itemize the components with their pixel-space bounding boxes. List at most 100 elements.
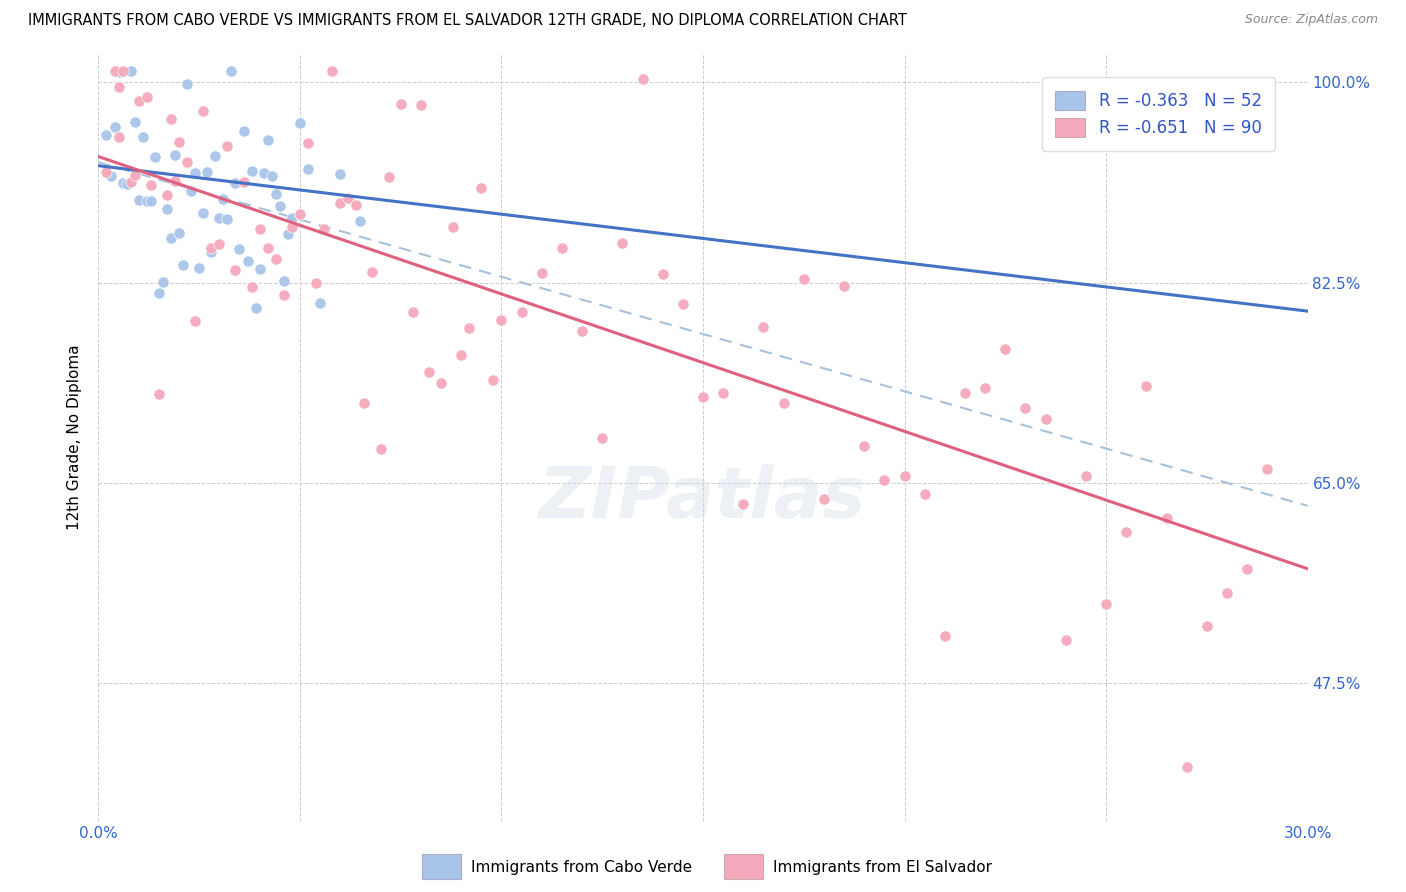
Point (1195, 619, 1218, 633)
Point (172, 258, 194, 272)
Point (160, 231, 183, 245)
Point (103, 63, 125, 78)
Point (329, 168, 352, 182)
Point (692, 390, 714, 404)
Point (260, 169, 283, 183)
Point (107, 130, 129, 145)
Point (124, 115, 146, 129)
Legend: R = -0.363   N = 52, R = -0.651   N = 90: R = -0.363 N = 52, R = -0.651 N = 90 (1042, 78, 1275, 151)
Point (256, 242, 278, 256)
Point (128, 193, 150, 207)
Point (143, 150, 166, 164)
Point (217, 139, 239, 153)
Text: IMMIGRANTS FROM CABO VERDE VS IMMIGRANTS FROM EL SALVADOR 12TH GRADE, NO DIPLOMA: IMMIGRANTS FROM CABO VERDE VS IMMIGRANTS… (28, 13, 907, 29)
Point (402, 305, 425, 319)
Point (482, 374, 505, 388)
Point (148, 387, 170, 401)
Point (163, 173, 186, 187)
Point (277, 227, 299, 241)
Point (853, 439, 876, 453)
Point (793, 272, 815, 286)
Point (193, 205, 215, 219)
Point (1156, 510, 1178, 524)
Point (1014, 401, 1036, 415)
Point (321, 63, 343, 78)
Point (329, 196, 352, 211)
Point (273, 274, 295, 288)
Point (1054, 633, 1077, 648)
Point (256, 132, 278, 146)
Point (96, 165, 118, 179)
Point (1135, 379, 1157, 393)
Point (163, 148, 186, 162)
Point (132, 129, 155, 144)
Point (139, 194, 162, 209)
Point (232, 175, 254, 189)
Point (288, 207, 311, 221)
Point (711, 385, 734, 400)
Point (370, 442, 392, 456)
Point (305, 277, 328, 291)
Point (510, 304, 533, 318)
Point (974, 381, 997, 395)
Point (273, 287, 295, 301)
Point (245, 301, 267, 315)
Point (193, 104, 215, 119)
Point (135, 90, 157, 104)
Point (232, 124, 254, 138)
Point (491, 313, 513, 327)
Point (281, 219, 304, 234)
Text: Immigrants from El Salvador: Immigrants from El Salvador (773, 861, 993, 875)
Point (167, 135, 190, 149)
Point (591, 431, 613, 445)
Point (96, 128, 118, 143)
Point (953, 386, 976, 401)
Point (107, 65, 129, 79)
Point (1236, 562, 1258, 576)
Point (111, 63, 134, 78)
Point (458, 321, 481, 335)
Point (188, 260, 211, 275)
Point (914, 487, 936, 501)
Point (1175, 760, 1198, 774)
Point (418, 365, 440, 379)
Y-axis label: 12th Grade, No Diploma: 12th Grade, No Diploma (67, 344, 83, 530)
Point (124, 168, 146, 182)
Point (103, 120, 125, 134)
Point (631, 71, 654, 86)
Point (297, 136, 319, 151)
Point (994, 342, 1017, 356)
Text: Immigrants from Cabo Verde: Immigrants from Cabo Verde (471, 861, 692, 875)
Point (115, 177, 138, 191)
Point (1115, 525, 1137, 540)
Point (264, 252, 287, 267)
Point (217, 212, 239, 227)
Point (156, 202, 179, 217)
Point (156, 188, 179, 202)
Point (450, 348, 472, 362)
Point (249, 221, 271, 235)
Point (269, 200, 291, 214)
Point (1256, 462, 1278, 476)
Point (120, 63, 142, 78)
Point (377, 169, 399, 184)
Point (200, 241, 222, 255)
Point (167, 226, 190, 240)
Point (612, 235, 634, 250)
Point (832, 278, 855, 293)
Point (204, 149, 226, 163)
Point (353, 396, 375, 410)
Point (152, 275, 174, 289)
Point (221, 63, 243, 78)
Point (135, 194, 157, 208)
Point (337, 190, 360, 204)
Point (180, 184, 202, 198)
Point (934, 629, 956, 643)
Point (651, 267, 673, 281)
Text: Source: ZipAtlas.com: Source: ZipAtlas.com (1244, 13, 1378, 27)
Point (240, 164, 263, 178)
Point (249, 261, 271, 276)
Point (297, 162, 319, 177)
Point (1035, 412, 1057, 426)
Point (160, 112, 183, 126)
